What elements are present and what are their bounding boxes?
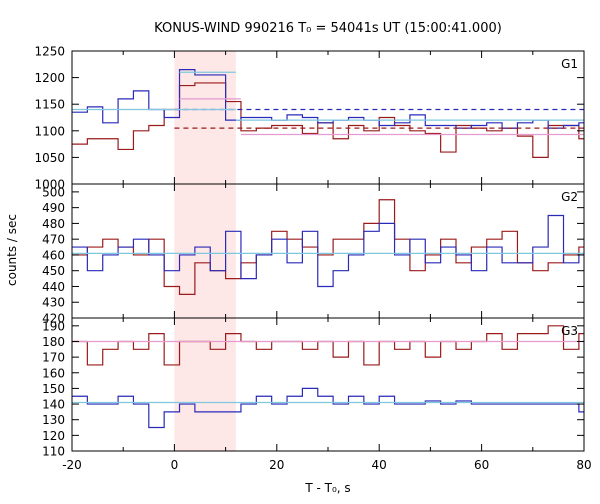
chart-title: KONUS-WIND 990216 T₀ = 54041s UT (15:00:…: [154, 21, 502, 36]
y-tick-label: 1050: [34, 151, 65, 165]
y-axis-label: counts / sec: [5, 214, 19, 286]
x-tick-label: 40: [372, 458, 387, 472]
y-tick-label: 490: [42, 201, 65, 215]
x-tick-label: 0: [171, 458, 179, 472]
y-tick-label: 110: [42, 445, 65, 459]
y-tick-label: 480: [42, 217, 65, 231]
y-tick-label: 1200: [34, 71, 65, 85]
y-tick-label: 1000: [34, 178, 65, 192]
chart-panels: 100010501100115012001250G142043044045046…: [34, 45, 591, 473]
y-tick-label: 470: [42, 233, 65, 247]
series-step-dark-red: [72, 325, 584, 366]
x-tick-label: 80: [576, 458, 591, 472]
x-tick-label: 20: [269, 458, 284, 472]
y-tick-label: 150: [42, 382, 65, 396]
y-tick-label: 190: [42, 319, 65, 333]
panel-label: G3: [561, 324, 578, 338]
y-tick-label: 170: [42, 351, 65, 365]
y-tick-label: 180: [42, 335, 65, 349]
y-tick-label: 500: [42, 185, 65, 199]
series-step-dark-red: [72, 199, 584, 295]
y-tick-label: 130: [42, 413, 65, 427]
panel-label: G1: [561, 57, 578, 71]
series-step-blue: [72, 387, 584, 429]
y-tick-label: 1100: [34, 124, 65, 138]
x-tick-label: 60: [474, 458, 489, 472]
x-tick-label: -20: [62, 458, 82, 472]
y-tick-label: 140: [42, 398, 65, 412]
y-tick-label: 1150: [34, 98, 65, 112]
y-tick-label: 440: [42, 280, 65, 294]
y-tick-label: 450: [42, 264, 65, 278]
y-tick-label: 1250: [34, 45, 65, 59]
series-step-blue: [72, 214, 584, 288]
shaded-interval: [174, 318, 236, 451]
y-tick-label: 430: [42, 296, 65, 310]
y-tick-label: 120: [42, 429, 65, 443]
shaded-interval: [174, 51, 236, 184]
x-axis-label: T - T₀, s: [304, 481, 350, 495]
series-step-blue: [72, 69, 584, 129]
y-tick-label: 460: [42, 248, 65, 262]
panel-g1: 1000 1050 1100 1150 1200 1250 G1: [34, 45, 585, 192]
panel-frame: [71, 50, 585, 185]
panel-label: G2: [561, 190, 578, 204]
y-tick-label: 160: [42, 366, 65, 380]
y-tick-label: 420: [42, 312, 65, 326]
shaded-interval: [174, 184, 236, 318]
